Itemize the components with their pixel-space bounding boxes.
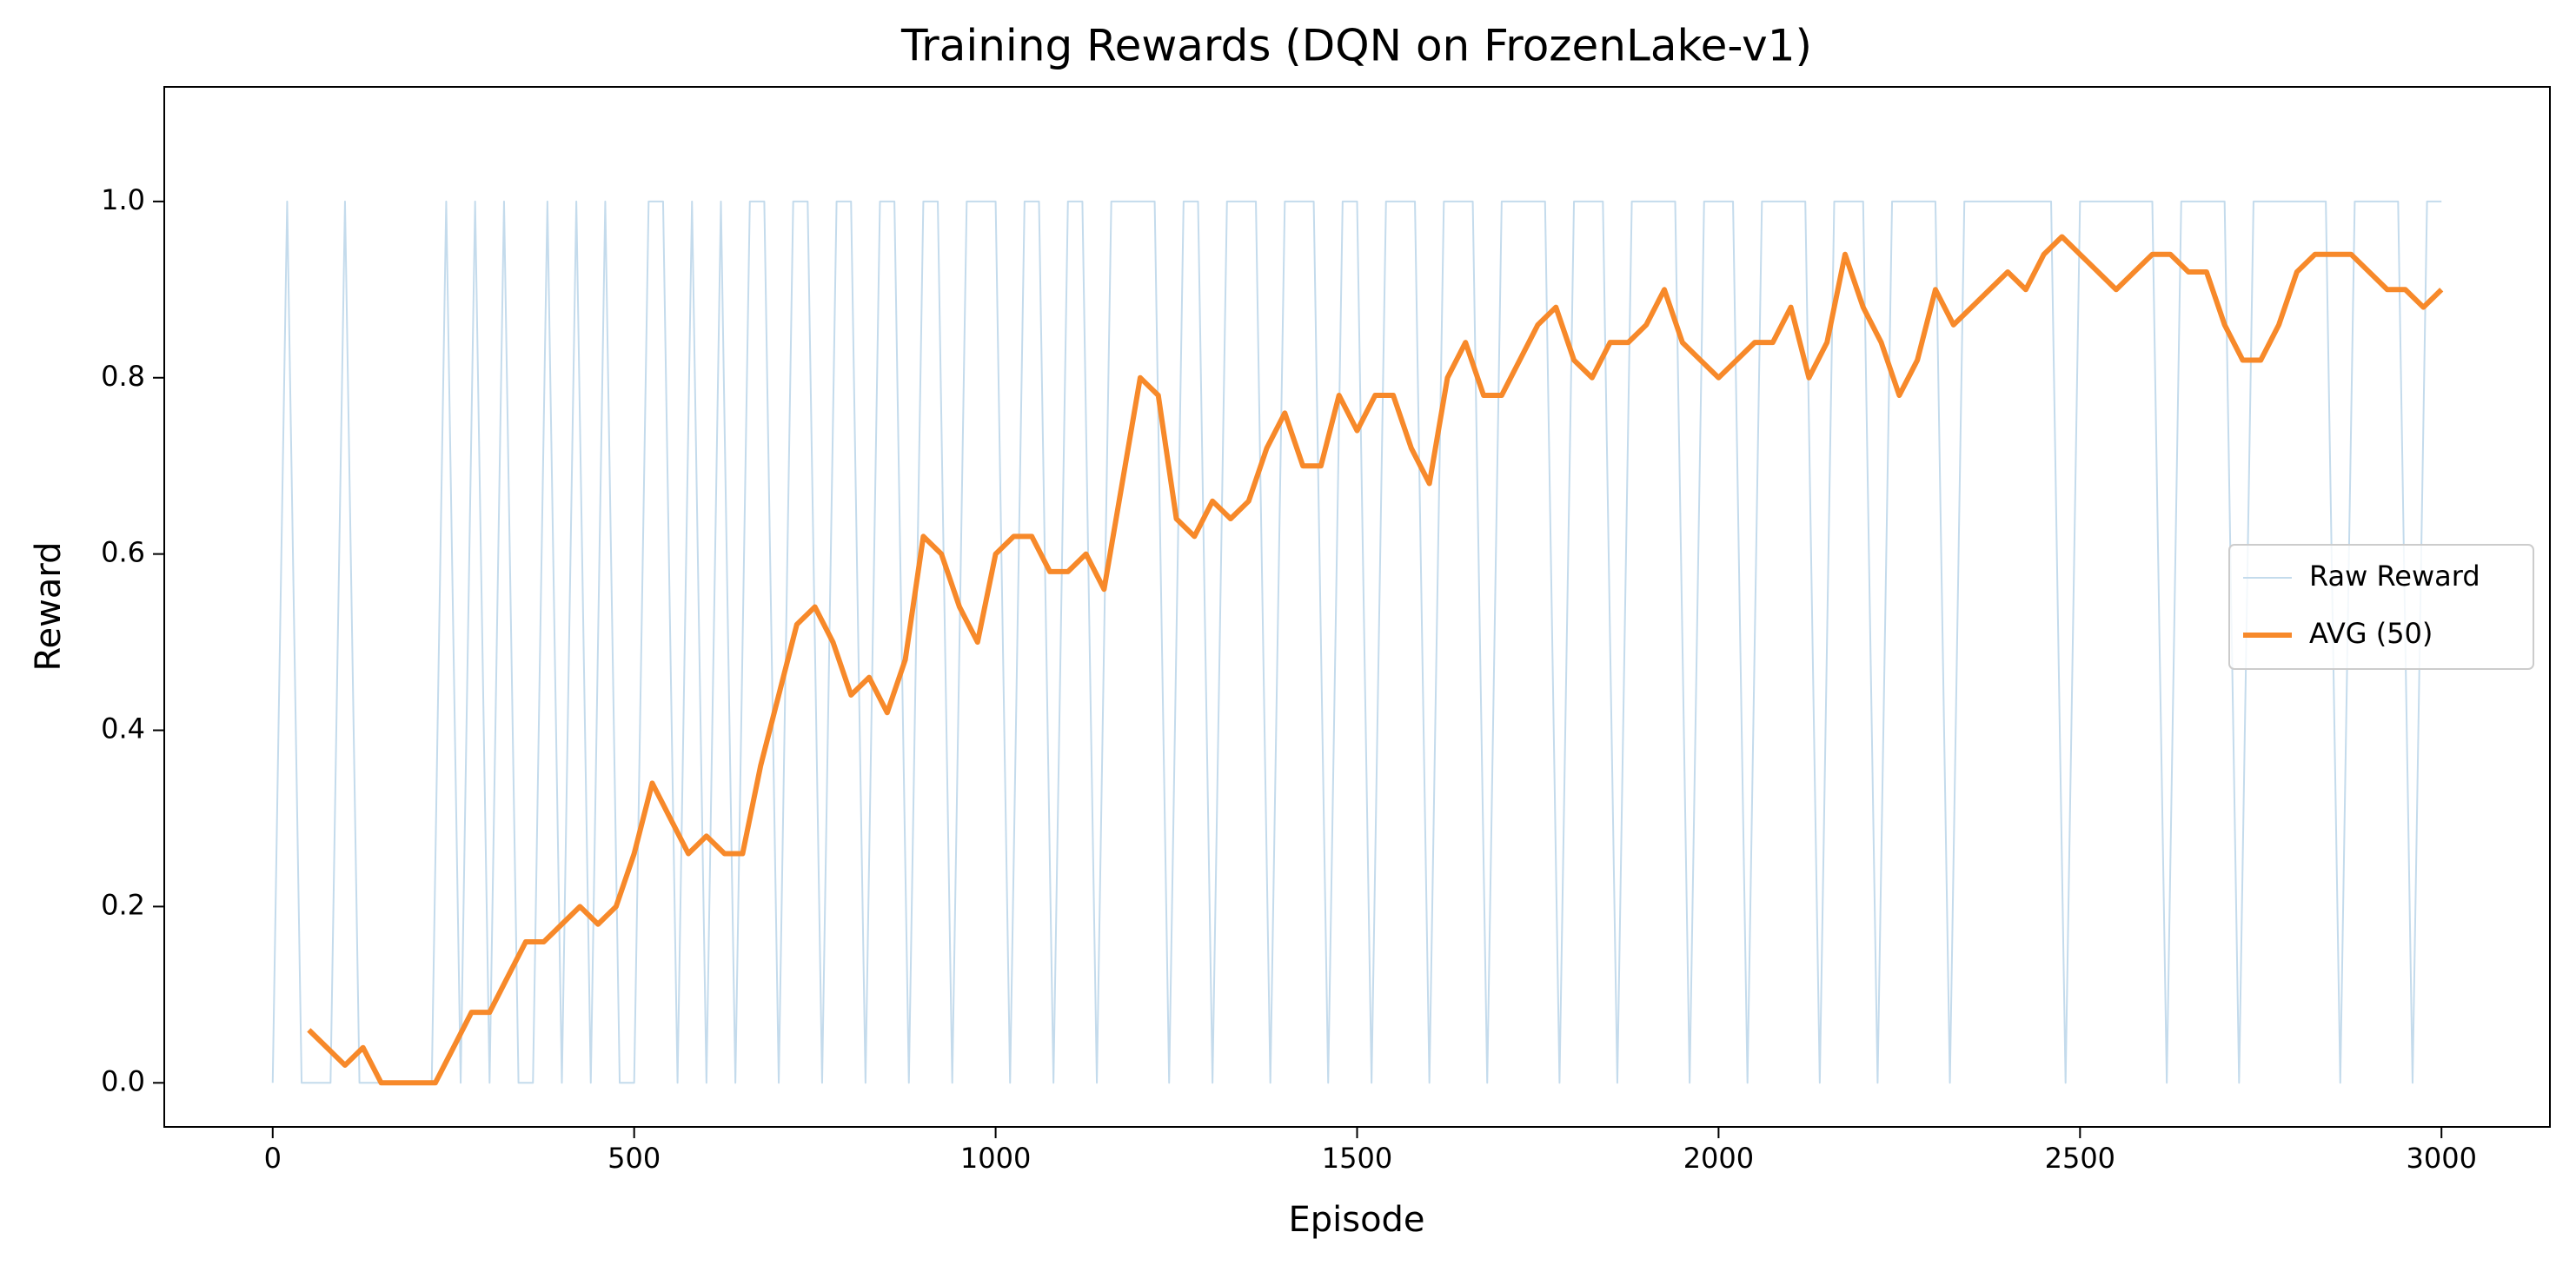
- chart-title: Training Rewards (DQN on FrozenLake-v1): [900, 21, 1812, 71]
- legend-label: Raw Reward: [2309, 560, 2480, 593]
- x-tick-label: 1500: [1322, 1142, 1392, 1175]
- y-tick-label: 1.0: [101, 183, 145, 216]
- legend-label: AVG (50): [2309, 617, 2433, 650]
- x-axis-label: Episode: [1288, 1200, 1424, 1240]
- y-tick-label: 0.0: [101, 1064, 145, 1097]
- y-tick-label: 0.6: [101, 536, 145, 569]
- y-tick-label: 0.4: [101, 712, 145, 745]
- y-axis-label: Reward: [29, 542, 69, 672]
- legend-box: [2228, 544, 2534, 670]
- x-tick-label: 1000: [960, 1142, 1031, 1175]
- plot-frame: [163, 86, 2551, 1128]
- x-tick-label: 3000: [2407, 1142, 2477, 1175]
- series-line: [307, 234, 2444, 1086]
- series-line: [271, 200, 2442, 1084]
- y-tick-label: 0.8: [101, 360, 145, 393]
- x-tick-label: 2000: [1683, 1142, 1754, 1175]
- y-tick-label: 0.2: [101, 888, 145, 921]
- x-tick-label: 0: [264, 1142, 282, 1175]
- x-tick-label: 500: [607, 1142, 661, 1175]
- x-tick-label: 2500: [2045, 1142, 2115, 1175]
